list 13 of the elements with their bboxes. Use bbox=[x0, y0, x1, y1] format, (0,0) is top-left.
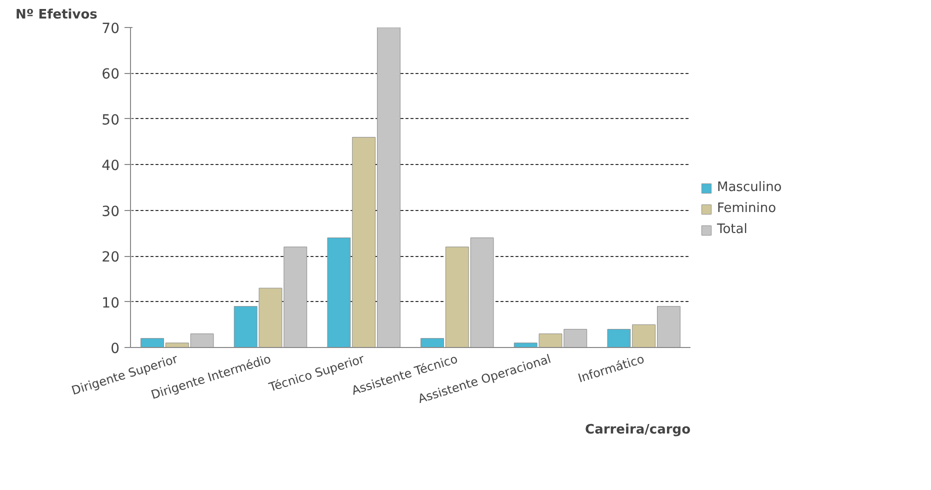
legend-label: Masculino bbox=[717, 180, 782, 195]
y-tick-label: 70 bbox=[102, 21, 120, 37]
y-tick-label: 0 bbox=[110, 341, 120, 357]
y-axis-title: Nº Efetivos bbox=[16, 8, 98, 22]
legend-label: Feminino bbox=[717, 201, 776, 216]
legend-label: Total bbox=[717, 222, 748, 237]
y-tick-label: 20 bbox=[102, 250, 120, 266]
y-tick-label: 50 bbox=[102, 112, 120, 128]
y-tick-label: 60 bbox=[102, 66, 120, 83]
y-tick-label: 40 bbox=[102, 158, 120, 174]
y-tick-label: 30 bbox=[102, 204, 120, 220]
y-tick-label: 10 bbox=[102, 295, 120, 312]
x-axis-title: Carreira/cargo bbox=[585, 422, 691, 438]
